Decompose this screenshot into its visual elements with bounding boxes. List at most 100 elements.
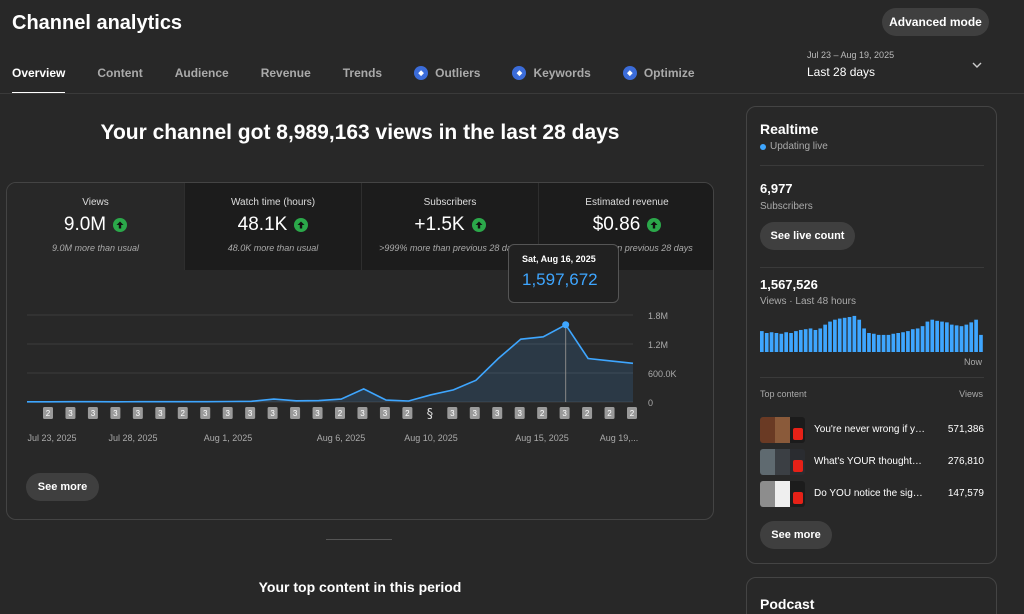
now-label: Now	[964, 357, 983, 367]
x-tick-label: Jul 23, 2025	[27, 433, 76, 443]
divider	[760, 165, 984, 166]
realtime-bar	[901, 332, 905, 352]
realtime-card: Realtime Updating live 6,977 Subscribers…	[746, 106, 997, 564]
y-tick-label: 600.0K	[648, 369, 677, 379]
realtime-bar	[945, 322, 949, 352]
metric-subscribers[interactable]: Subscribers +1.5K >999% more than previo…	[361, 183, 538, 270]
advanced-mode-button[interactable]: Advanced mode	[882, 8, 989, 36]
upload-marker-label: 2	[405, 409, 410, 418]
realtime-bar	[842, 317, 847, 352]
live-label: Updating live	[770, 141, 828, 152]
y-tick-label: 0	[648, 398, 653, 408]
top-content-item[interactable]: Do YOU notice the sign... 147,579	[760, 481, 984, 507]
area-fill	[27, 324, 633, 402]
top-content-item[interactable]: You're never wrong if you... 571,386	[760, 417, 984, 443]
vidiq-icon: ◆	[512, 66, 527, 80]
video-thumbnail	[760, 417, 805, 443]
tab-trends[interactable]: Trends	[343, 66, 382, 94]
realtime-bar	[920, 326, 925, 352]
metric-label: Views	[82, 197, 109, 208]
tooltip-value: 1,597,672	[522, 270, 598, 289]
views-column-label: Views	[959, 389, 983, 399]
realtime-bar	[769, 332, 774, 352]
upload-marker	[177, 407, 188, 419]
video-views: 276,810	[947, 456, 984, 467]
upload-marker-label: 2	[585, 409, 590, 418]
views-chart[interactable]: 1.8M 1.2M 600.0K 0 2 3 3 3 3 3 2 3 3 3 3 3 3 2 3 3 2 § 3 3 3 3 2 3 2…	[7, 183, 714, 520]
podcast-title: Podcast	[760, 596, 815, 612]
tab-keywords[interactable]: ◆ Keywords	[512, 66, 591, 94]
tab-label: Outliers	[435, 66, 481, 80]
y-tick-label: 1.2M	[648, 340, 668, 350]
divider	[760, 267, 984, 268]
shorts-marker-icon: §	[427, 407, 434, 422]
tab-audience[interactable]: Audience	[175, 66, 229, 94]
tab-label: Keywords	[533, 66, 591, 80]
upload-marker	[559, 407, 570, 419]
realtime-bar	[974, 319, 978, 352]
podcast-card: Podcast	[746, 577, 997, 614]
chevron-down-icon[interactable]	[970, 58, 984, 72]
upload-marker	[492, 407, 503, 419]
realtime-bar	[823, 324, 827, 352]
metric-watch-time[interactable]: Watch time (hours) 48.1K 48.0K more than…	[184, 183, 361, 270]
tab-content[interactable]: Content	[97, 66, 142, 94]
live-status: Updating live	[760, 141, 828, 152]
metric-value: 48.1K	[237, 214, 288, 235]
realtime-bar	[876, 334, 881, 352]
tab-label: Optimize	[643, 66, 695, 80]
realtime-see-more-button[interactable]: See more	[760, 521, 832, 549]
upload-marker-label: 3	[270, 409, 275, 418]
upload-marker	[290, 407, 301, 419]
upload-marker	[65, 407, 76, 419]
tab-bar: Overview Content Audience Revenue Trends…	[12, 66, 727, 94]
realtime-bar	[760, 331, 764, 352]
realtime-bar	[930, 319, 935, 352]
tabs-divider	[0, 93, 1024, 94]
realtime-title: Realtime	[760, 121, 819, 137]
realtime-bar	[959, 326, 964, 352]
tab-optimize[interactable]: ◆ Optimize	[622, 66, 695, 94]
upload-marker-label: 3	[517, 409, 522, 418]
upload-marker	[469, 407, 480, 419]
x-tick-label: Jul 28, 2025	[108, 433, 157, 443]
upload-marker	[267, 407, 278, 419]
upload-marker-label: 3	[68, 409, 73, 418]
tab-overview[interactable]: Overview	[12, 66, 66, 94]
date-range-picker[interactable]: Jul 23 – Aug 19, 2025 Last 28 days	[807, 50, 894, 79]
top-content-item[interactable]: What's YOUR thoughts on... 276,810	[760, 449, 984, 475]
upload-marker	[200, 407, 211, 419]
upload-marker-label: 3	[360, 409, 365, 418]
metric-views[interactable]: Views 9.0M 9.0M more than usual	[7, 183, 184, 270]
upload-marker-label: 3	[248, 409, 253, 418]
upload-marker	[537, 407, 548, 419]
video-thumbnail	[760, 449, 805, 475]
shorts-icon	[793, 460, 803, 472]
realtime-views-chart[interactable]	[760, 312, 984, 352]
realtime-bar	[910, 329, 915, 352]
upload-marker-label: 2	[338, 409, 343, 418]
upload-marker	[335, 407, 345, 419]
realtime-bar	[891, 333, 896, 352]
tab-outliers[interactable]: ◆ Outliers	[414, 66, 480, 94]
chart-tooltip: Sat, Aug 16, 2025 1,597,672	[508, 244, 619, 303]
video-thumbnail	[760, 481, 805, 507]
realtime-bar	[837, 318, 842, 352]
realtime-bar	[964, 324, 969, 352]
tab-revenue[interactable]: Revenue	[261, 66, 311, 94]
realtime-bar	[872, 333, 876, 352]
realtime-bar	[828, 321, 832, 352]
upload-marker	[402, 407, 413, 419]
live-dot-icon	[760, 143, 766, 150]
realtime-bar	[833, 319, 837, 352]
tab-label: Audience	[174, 66, 229, 80]
upload-marker	[514, 407, 525, 419]
see-live-count-button[interactable]: See live count	[760, 222, 855, 250]
see-more-button[interactable]: See more	[26, 473, 99, 501]
x-tick-label: Aug 6, 2025	[317, 433, 366, 443]
metric-value: $0.86	[592, 214, 641, 235]
upload-marker-label: 3	[225, 409, 230, 418]
upload-marker-label: 3	[203, 409, 208, 418]
realtime-bar	[794, 331, 798, 352]
shorts-icon	[793, 492, 803, 504]
